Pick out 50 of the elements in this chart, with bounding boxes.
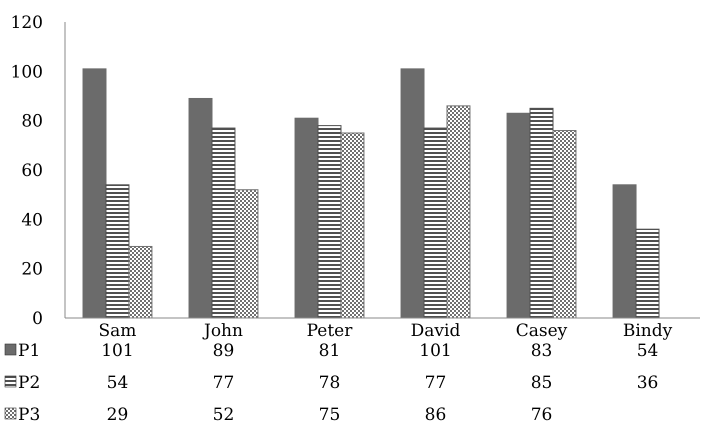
bar [82, 68, 106, 318]
data-label: 54 [106, 372, 128, 393]
data-label: 76 [530, 404, 552, 425]
bar [105, 184, 130, 318]
data-label: 85 [530, 372, 552, 393]
bar [234, 189, 258, 318]
y-tick-label: 20 [21, 260, 43, 280]
bar [612, 184, 637, 318]
data-label: 77 [424, 372, 446, 393]
bar [212, 128, 236, 318]
y-tick-label: 100 [10, 62, 43, 82]
data-label: 54 [636, 340, 658, 361]
data-label: 36 [636, 372, 658, 393]
data-label: 75 [318, 404, 340, 425]
data-label: 101 [101, 340, 134, 361]
bar [530, 108, 554, 318]
data-label: 29 [106, 404, 128, 425]
y-tick-label: 0 [32, 308, 43, 329]
y-tick-label: 80 [21, 112, 43, 132]
bar [318, 125, 342, 318]
bar [446, 105, 470, 318]
data-label: 89 [212, 340, 234, 361]
y-tick-label: 60 [21, 160, 43, 181]
x-tick-label: Bindy [622, 321, 673, 341]
data-label: 81 [318, 340, 340, 361]
bar [294, 118, 319, 318]
x-tick-label: David [410, 321, 460, 341]
bar [188, 98, 212, 318]
x-tick-label: Casey [516, 321, 568, 341]
bar [552, 130, 576, 318]
y-tick-label: 120 [10, 12, 43, 33]
bar [128, 246, 152, 318]
bar [340, 132, 364, 318]
bar [400, 68, 425, 318]
x-tick-label: John [202, 321, 244, 341]
y-tick-label: 40 [21, 210, 43, 230]
data-label: 101 [419, 340, 452, 361]
x-tick-label: Peter [306, 321, 354, 341]
legend-label: P2 [18, 372, 40, 393]
data-label: 86 [424, 404, 446, 425]
legend-label: P3 [18, 404, 40, 425]
data-label: 78 [318, 372, 340, 393]
bar [424, 128, 448, 318]
data-label: 52 [212, 404, 234, 425]
data-label: 83 [530, 340, 552, 361]
x-tick-label: Sam [98, 321, 136, 341]
bar [506, 112, 531, 318]
data-label: 77 [212, 372, 234, 393]
bar [636, 228, 660, 318]
legend-label: P1 [18, 340, 40, 361]
